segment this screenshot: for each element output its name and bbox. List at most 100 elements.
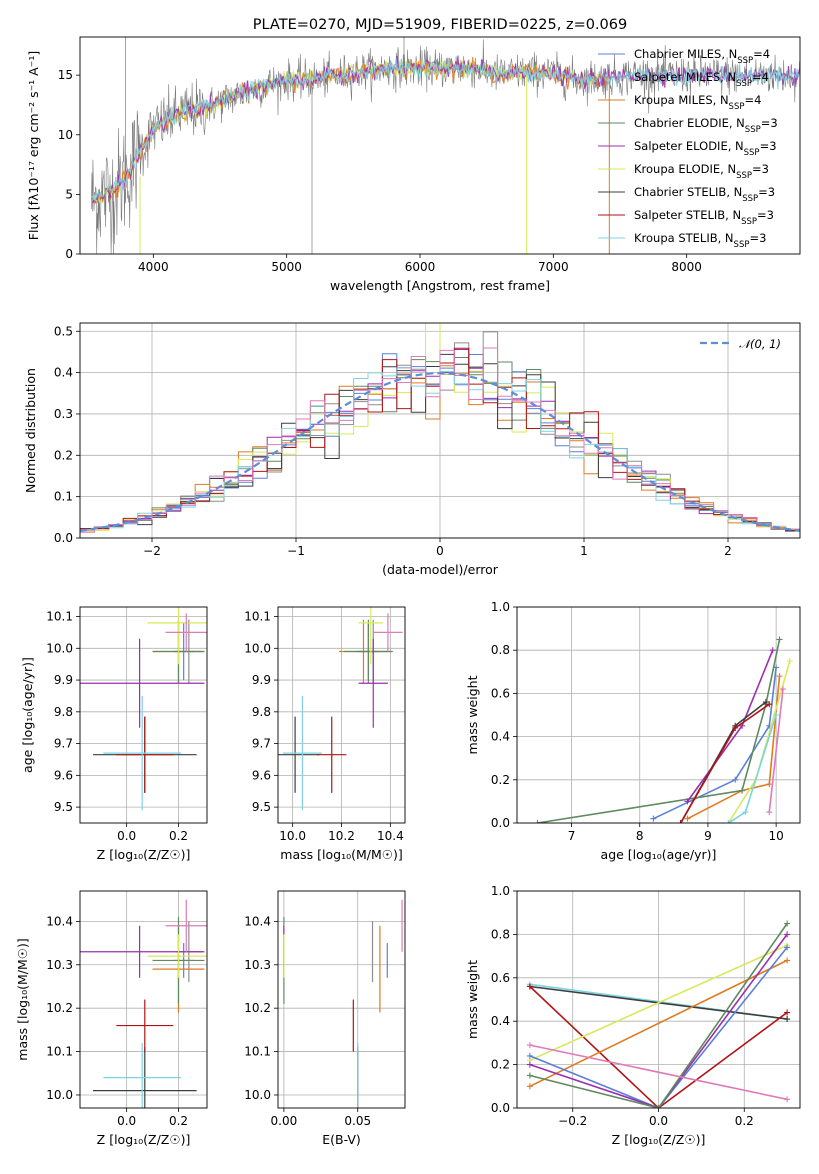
y-tick-label: 15 <box>58 68 73 82</box>
weight-marker <box>684 815 691 822</box>
model-line-kroupa-miles <box>91 57 610 204</box>
legend-entry: Salpeter ELODIE, NSSP=3 <box>634 139 777 158</box>
age_vs_Z-chart: 0.0 0.2 9.5 9.6 9.7 9.8 9.9 10.0 10.1 Z [log₁₀(Z/… <box>20 606 208 862</box>
y-tick-label: 10.2 <box>244 1001 271 1015</box>
weight-line-kroupa-miles <box>687 676 781 820</box>
weight-line-chabrier-stelib <box>680 701 767 823</box>
weight-line-salpeter-stelib <box>680 703 770 823</box>
x-axis-label: (data-model)/error <box>382 562 499 577</box>
x-tick-label: 5000 <box>271 260 302 274</box>
weight-line-chabrier-elodie <box>529 923 788 1108</box>
y-tick-label: 10.3 <box>46 958 73 972</box>
weight-line-chabrier-elodie <box>537 639 781 823</box>
y-tick-label: 0.5 <box>54 324 73 338</box>
x-tick-label: 10 <box>768 829 783 843</box>
x-tick-label: 0.2 <box>169 829 188 843</box>
weight-marker <box>684 798 691 805</box>
legend-entry: Chabrier MILES, NSSP=4 <box>634 47 770 66</box>
x-tick-label: 7000 <box>538 260 569 274</box>
y-tick-label: 0.4 <box>54 366 73 380</box>
weight-marker <box>739 787 746 794</box>
mass_vs_ebv-chart: 0.00 0.05 10.0 10.1 10.2 10.3 10.4 E(B-V) <box>244 890 406 1147</box>
spectrum-plot-area <box>91 37 800 254</box>
x-tick-label: 0.2 <box>169 1114 188 1128</box>
y-tick-label: 1.0 <box>491 884 510 898</box>
legend-entry: Kroupa STELIB, NSSP=3 <box>634 231 766 250</box>
x-axis-label: E(B-V) <box>322 1132 361 1147</box>
weight-line-chabrier-miles <box>529 946 788 1108</box>
weight-marker <box>786 658 793 664</box>
x-tick-label: 0.00 <box>271 1114 298 1128</box>
x-tick-label: 0.0 <box>649 1114 668 1128</box>
weight-marker <box>526 1042 533 1049</box>
weight-marker <box>762 699 769 706</box>
x-tick-label: 0.0 <box>117 1114 136 1128</box>
x-tick-label: −0.2 <box>558 1114 587 1128</box>
y-tick-label: 10.0 <box>244 1088 271 1102</box>
y-tick-label: 0.3 <box>54 407 73 421</box>
y-tick-label: 10.1 <box>46 610 73 624</box>
spectrum-chart: 4000 5000 6000 7000 8000 0 5 10 15 wavelength [An… <box>26 36 801 293</box>
weight-line-pink <box>768 689 784 813</box>
y-tick-label: 10.0 <box>46 1088 73 1102</box>
y-axis-label: age [log₁₀(age/yr)] <box>20 657 35 773</box>
weight-marker <box>526 1052 533 1059</box>
y-tick-label: 0.2 <box>54 448 73 462</box>
weight-line-salpeter-stelib <box>529 985 788 1108</box>
mass_vs_Z-frame <box>79 890 208 1109</box>
x-axis-label: Z [log₁₀(Z/Z☉)] <box>97 1132 191 1147</box>
y-tick-label: 9.5 <box>54 800 73 814</box>
weight-marker <box>534 820 541 823</box>
y-tick-label: 0.6 <box>491 686 510 700</box>
weight-line-salpeter-elodie <box>529 933 788 1108</box>
x-axis-label: Z [log₁₀(Z/Z☉)] <box>97 847 191 862</box>
y-tick-label: 0.4 <box>491 1014 510 1028</box>
y-tick-label: 0.0 <box>54 531 73 545</box>
weight-marker <box>784 920 791 927</box>
age_vs_mass-plot-area <box>278 607 403 811</box>
residuals-chart: −2 −1 0 1 2 0.0 0.1 0.2 0.3 0.4 0.5 (data-model)/er… <box>23 322 801 577</box>
age_vs_Z-frame <box>79 606 208 824</box>
age_vs_Z-plot-area <box>80 607 207 811</box>
legend-entry: Salpeter STELIB, NSSP=3 <box>634 208 774 227</box>
x-tick-label: 10.4 <box>377 829 404 843</box>
y-tick-label: 10.2 <box>46 1001 73 1015</box>
y-tick-label: 5 <box>65 187 73 201</box>
x-tick-label: 10.0 <box>279 829 306 843</box>
spectrum-legend: Chabrier MILES, NSSP=4 Salpeter MILES, NS… <box>598 47 778 250</box>
x-tick-label: 2 <box>724 544 732 558</box>
y-tick-label: 0.0 <box>491 1101 510 1115</box>
y-tick-label: 9.8 <box>252 705 271 719</box>
x-tick-label: 4000 <box>138 260 169 274</box>
y-tick-label: 9.9 <box>252 673 271 687</box>
y-tick-label: 0.0 <box>491 816 510 830</box>
x-tick-label: 10.2 <box>328 829 355 843</box>
y-tick-label: 10.0 <box>244 641 271 655</box>
y-tick-label: 0.2 <box>491 773 510 787</box>
weight-line-kroupa-elodie <box>529 944 788 1062</box>
y-tick-label: 0.8 <box>491 927 510 941</box>
residuals-plot-area <box>80 323 800 534</box>
x-tick-label: 0 <box>436 544 444 558</box>
y-tick-label: 10.4 <box>244 914 271 928</box>
x-tick-label: 0.05 <box>344 1114 371 1128</box>
weight-marker <box>769 647 776 654</box>
y-tick-label: 0.2 <box>491 1058 510 1072</box>
normal-curve <box>80 371 800 532</box>
weight-marker <box>732 776 739 783</box>
weight-line-kroupa-miles <box>529 959 788 1088</box>
residuals-legend: 𝒩(0, 1) <box>700 337 781 351</box>
model-line-kroupa-stelib <box>91 58 800 202</box>
legend-entry: Kroupa ELODIE, NSSP=3 <box>634 162 769 181</box>
weight-marker <box>526 983 533 990</box>
weight-marker <box>766 781 773 788</box>
weight-marker <box>784 944 791 951</box>
y-tick-label: 9.6 <box>54 768 73 782</box>
massweight_vs_Z-chart: −0.2 0.0 0.2 0.0 0.2 0.4 0.6 0.8 1.0 Z [log₁₀(Z/Z… <box>465 884 801 1147</box>
y-axis-label: mass weight <box>465 960 480 1039</box>
weight-marker <box>784 957 791 964</box>
massweight_vs_age-frame <box>516 606 801 824</box>
spectrum-frame <box>79 36 801 255</box>
age_vs_mass-frame <box>277 606 406 824</box>
